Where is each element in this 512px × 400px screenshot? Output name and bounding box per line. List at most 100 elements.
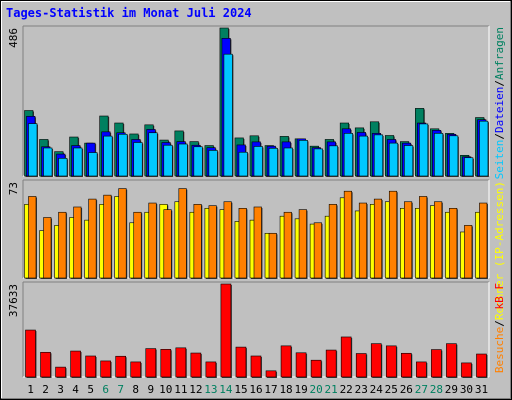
bar-kb-9 (145, 348, 157, 378)
day-label-10: 10 (159, 383, 172, 396)
bar-kb-15 (235, 346, 247, 378)
bar-besuche-8 (133, 211, 142, 279)
bar-seiten-7 (118, 133, 128, 177)
bar-kb-8 (130, 361, 142, 378)
bar-besuche-2 (43, 217, 52, 279)
bar-besuche-18 (283, 211, 292, 279)
bar-besuche-12 (193, 204, 202, 279)
bar-kb-25 (385, 345, 397, 378)
bar-seiten-16 (253, 146, 263, 177)
legend-item-anfragen: Anfragen (493, 27, 506, 80)
bar-seiten-20 (313, 148, 323, 177)
legend-separator: / (493, 320, 506, 327)
day-label-6: 6 (102, 383, 109, 396)
legend-separator: / (493, 133, 506, 140)
bar-besuche-3 (58, 211, 67, 279)
y-max-label-bottom: 37633 (7, 284, 20, 317)
bar-besuche-14 (223, 201, 232, 279)
y-max-label-top: 486 (7, 28, 20, 48)
bar-seiten-23 (358, 135, 369, 177)
bar-kb-3 (55, 366, 66, 378)
bar-seiten-22 (343, 133, 353, 177)
day-label-8: 8 (132, 383, 139, 396)
day-label-13: 13 (204, 383, 217, 396)
bar-kb-28 (431, 349, 442, 378)
day-label-27: 27 (415, 383, 428, 396)
day-label-20: 20 (310, 383, 323, 396)
bar-seiten-3 (58, 158, 68, 177)
bar-besuche-15 (238, 208, 247, 279)
bar-besuche-26 (404, 201, 413, 279)
bar-kb-30 (461, 362, 472, 378)
bar-kb-26 (401, 352, 412, 378)
day-label-17: 17 (264, 383, 277, 396)
bar-besuche-6 (103, 194, 112, 279)
chart-title: Tages-Statistik im Monat Juli 2024 (6, 6, 252, 20)
bar-seiten-4 (73, 147, 83, 177)
day-label-26: 26 (400, 383, 413, 396)
bar-kb-4 (70, 350, 81, 378)
legend-item-dateien: Dateien (493, 87, 506, 133)
bar-besuche-13 (208, 205, 217, 279)
bar-besuche-27 (419, 196, 428, 279)
bar-seiten-1 (28, 123, 38, 177)
bar-seiten-30 (464, 157, 474, 177)
day-label-2: 2 (42, 383, 49, 396)
bar-besuche-11 (178, 188, 187, 279)
day-label-1: 1 (27, 383, 34, 396)
bar-besuche-24 (373, 198, 383, 279)
bar-besuche-10 (163, 209, 172, 279)
bar-seiten-29 (449, 135, 459, 177)
day-label-4: 4 (72, 383, 79, 396)
bar-kb-6 (100, 360, 111, 378)
bar-kb-21 (325, 349, 337, 378)
legend-bottom: kB F (493, 283, 506, 310)
bar-besuche-20 (313, 222, 322, 279)
bar-kb-24 (370, 343, 382, 378)
day-label-9: 9 (147, 383, 154, 396)
legend-middle: Besuche/Rechner (IP-Adressen) (493, 181, 506, 373)
bar-besuche-5 (88, 198, 97, 279)
bar-seiten-17 (268, 147, 278, 177)
bar-kb-11 (175, 347, 187, 378)
bar-besuche-22 (343, 190, 352, 279)
bar-besuche-28 (434, 201, 443, 279)
bar-kb-1 (25, 329, 36, 378)
legend-item-rechner-ip-adressen: Rechner (IP-Adressen) (493, 181, 506, 320)
legend-separator: / (493, 80, 506, 87)
bar-besuche-19 (298, 209, 307, 279)
bar-kb-13 (205, 361, 217, 378)
bar-seiten-15 (238, 151, 248, 177)
bar-seiten-18 (283, 147, 293, 177)
bar-besuche-1 (28, 196, 37, 279)
bar-seiten-27 (419, 123, 429, 177)
day-label-11: 11 (174, 383, 187, 396)
bar-besuche-17 (268, 232, 277, 279)
day-label-28: 28 (430, 383, 443, 396)
bar-seiten-2 (43, 147, 53, 177)
bar-kb-20 (310, 359, 322, 378)
day-label-23: 23 (355, 383, 368, 396)
bar-seiten-21 (328, 145, 338, 177)
legend-top: Seiten/Dateien/Anfragen (493, 27, 506, 179)
day-label-14: 14 (219, 383, 233, 396)
bar-besuche-29 (449, 208, 458, 279)
day-label-16: 16 (249, 383, 262, 396)
day-label-30: 30 (460, 383, 473, 396)
bar-seiten-14 (223, 53, 233, 177)
bar-seiten-19 (298, 140, 308, 177)
legend-item-kb-f: kB F (493, 283, 506, 310)
day-label-12: 12 (189, 383, 202, 396)
bar-seiten-26 (404, 145, 414, 177)
day-label-18: 18 (279, 383, 292, 396)
bar-seiten-31 (479, 120, 489, 177)
day-label-19: 19 (294, 383, 307, 396)
day-label-25: 25 (385, 383, 398, 396)
day-label-31: 31 (475, 383, 488, 396)
bar-seiten-28 (434, 133, 444, 177)
bar-besuche-16 (253, 206, 262, 279)
bar-besuche-9 (148, 202, 157, 279)
day-label-5: 5 (87, 383, 94, 396)
day-label-24: 24 (370, 383, 384, 396)
